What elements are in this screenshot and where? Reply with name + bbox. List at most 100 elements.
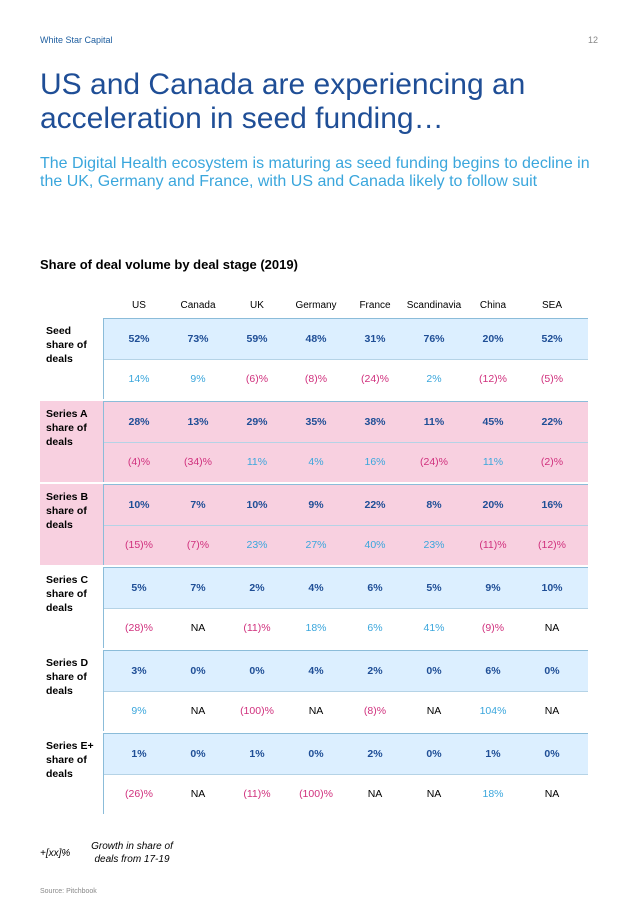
table-row-group: Series E+ share of deals 1% 0% 1% 0% 2% 0% 1% 0%… [40, 733, 588, 814]
share-cell: 73% [187, 333, 209, 345]
table-row-group: Series A share of deals 28% 13% 29% 35% 38% 11… [40, 401, 588, 482]
column-header: France [359, 300, 391, 311]
table-title: Share of deal volume by deal stage (2019… [40, 257, 298, 272]
share-cell: 59% [246, 333, 268, 345]
share-cell: 0% [544, 665, 560, 677]
growth-cell: (11)% [479, 539, 507, 551]
share-cell: 20% [482, 333, 504, 345]
source-note: Source: Pitchbook [40, 888, 97, 895]
share-cell: 0% [249, 665, 265, 677]
share-cell: 7% [190, 582, 206, 594]
growth-cell: NA [544, 622, 560, 634]
share-cell: 20% [482, 499, 504, 511]
growth-cell: (24)% [419, 456, 448, 468]
share-cell: 52% [128, 333, 150, 345]
table-row-group: Series B share of deals 10% 7% 10% 9% 22% 8% 20… [40, 484, 588, 565]
growth-cell: NA [544, 705, 560, 717]
share-cell: 45% [482, 416, 504, 428]
table-row-group: Series D share of deals 3% 0% 0% 4% 2% 0% 6% 0% 9… [40, 650, 588, 731]
growth-cell: (26)% [124, 788, 153, 800]
growth-cell: NA [367, 788, 383, 800]
legend-key: +[xx]% [40, 848, 71, 859]
share-cell: 2% [367, 665, 383, 677]
growth-cell: (12)% [478, 373, 507, 385]
growth-cell: 9% [190, 373, 206, 385]
page-subtitle: The Digital Health ecosystem is maturing… [40, 155, 590, 190]
column-header: Canada [180, 300, 216, 311]
growth-cell: (8)% [304, 373, 328, 385]
share-cell: 4% [308, 582, 324, 594]
growth-cell: 2% [426, 373, 442, 385]
growth-cell: 18% [305, 622, 327, 634]
growth-cell: 16% [364, 456, 386, 468]
growth-cell: (2)% [540, 456, 564, 468]
share-cell: 22% [364, 499, 386, 511]
share-cell: 28% [128, 416, 150, 428]
growth-cell: 41% [423, 622, 445, 634]
share-cell: 10% [128, 499, 150, 511]
share-cell: 8% [426, 499, 442, 511]
growth-cell: (7)% [186, 539, 210, 551]
column-header: Germany [295, 300, 337, 311]
growth-cell: NA [426, 788, 442, 800]
growth-cell: (4)% [127, 456, 151, 468]
growth-cell: (6)% [245, 373, 269, 385]
page-title: US and Canada are experiencing an accele… [40, 68, 526, 135]
share-cell: 31% [364, 333, 386, 345]
growth-cell: NA [426, 705, 442, 717]
growth-cell: 23% [246, 539, 268, 551]
growth-cell: NA [190, 622, 206, 634]
share-cell: 29% [246, 416, 268, 428]
share-cell: 5% [426, 582, 442, 594]
share-cell: 0% [190, 748, 206, 760]
share-cell: 3% [131, 665, 147, 677]
share-cell: 1% [131, 748, 147, 760]
share-cell: 9% [485, 582, 501, 594]
growth-cell: (100)% [299, 788, 333, 800]
growth-cell: (34)% [183, 456, 212, 468]
growth-cell: 23% [423, 539, 445, 551]
growth-cell: (9)% [481, 622, 505, 634]
share-cell: 22% [541, 416, 563, 428]
row-label: Series E+ share of deals [46, 740, 94, 780]
growth-cell: 14% [128, 373, 150, 385]
share-cell: 0% [426, 748, 442, 760]
share-cell: 0% [190, 665, 206, 677]
share-cell: 35% [305, 416, 327, 428]
share-cell: 6% [367, 582, 383, 594]
growth-cell: (11)% [243, 622, 271, 634]
column-header: US [132, 300, 146, 311]
share-cell: 48% [305, 333, 327, 345]
share-cell: 38% [364, 416, 386, 428]
row-label: Series B share of deals [46, 491, 89, 531]
share-cell: 11% [423, 416, 445, 428]
share-cell: 2% [249, 582, 265, 594]
brand-name: White Star Capital [40, 35, 113, 45]
row-label: Seed share of deals [46, 325, 87, 365]
share-cell: 13% [187, 416, 209, 428]
legend-text: Growth in share of deals from 17-19 [91, 841, 173, 865]
growth-cell: NA [190, 788, 206, 800]
growth-cell: 9% [131, 705, 147, 717]
row-label: Series A share of deals [46, 408, 88, 448]
growth-cell: 18% [482, 788, 504, 800]
share-cell: 0% [308, 748, 324, 760]
growth-cell: (8)% [363, 705, 387, 717]
table-row-group: Seed share of deals 52% 73% 59% 48% 31% 76% 20%… [40, 318, 588, 399]
share-cell: 10% [246, 499, 268, 511]
table-row-group: Series C share of deals 5% 7% 2% 4% 6% 5% 9% 10%… [40, 567, 588, 648]
column-header: SEA [541, 300, 562, 311]
growth-cell: NA [308, 705, 324, 717]
growth-cell: 4% [308, 456, 324, 468]
share-cell: 2% [367, 748, 383, 760]
row-label: Series C share of deals [46, 574, 89, 614]
growth-cell: 104% [479, 705, 507, 717]
share-cell: 4% [308, 665, 324, 677]
row-label: Series D share of deals [46, 657, 89, 697]
growth-cell: 6% [367, 622, 383, 634]
share-cell: 16% [541, 499, 563, 511]
share-cell: 52% [541, 333, 563, 345]
share-cell: 76% [423, 333, 445, 345]
growth-cell: (5)% [540, 373, 564, 385]
share-cell: 10% [541, 582, 563, 594]
